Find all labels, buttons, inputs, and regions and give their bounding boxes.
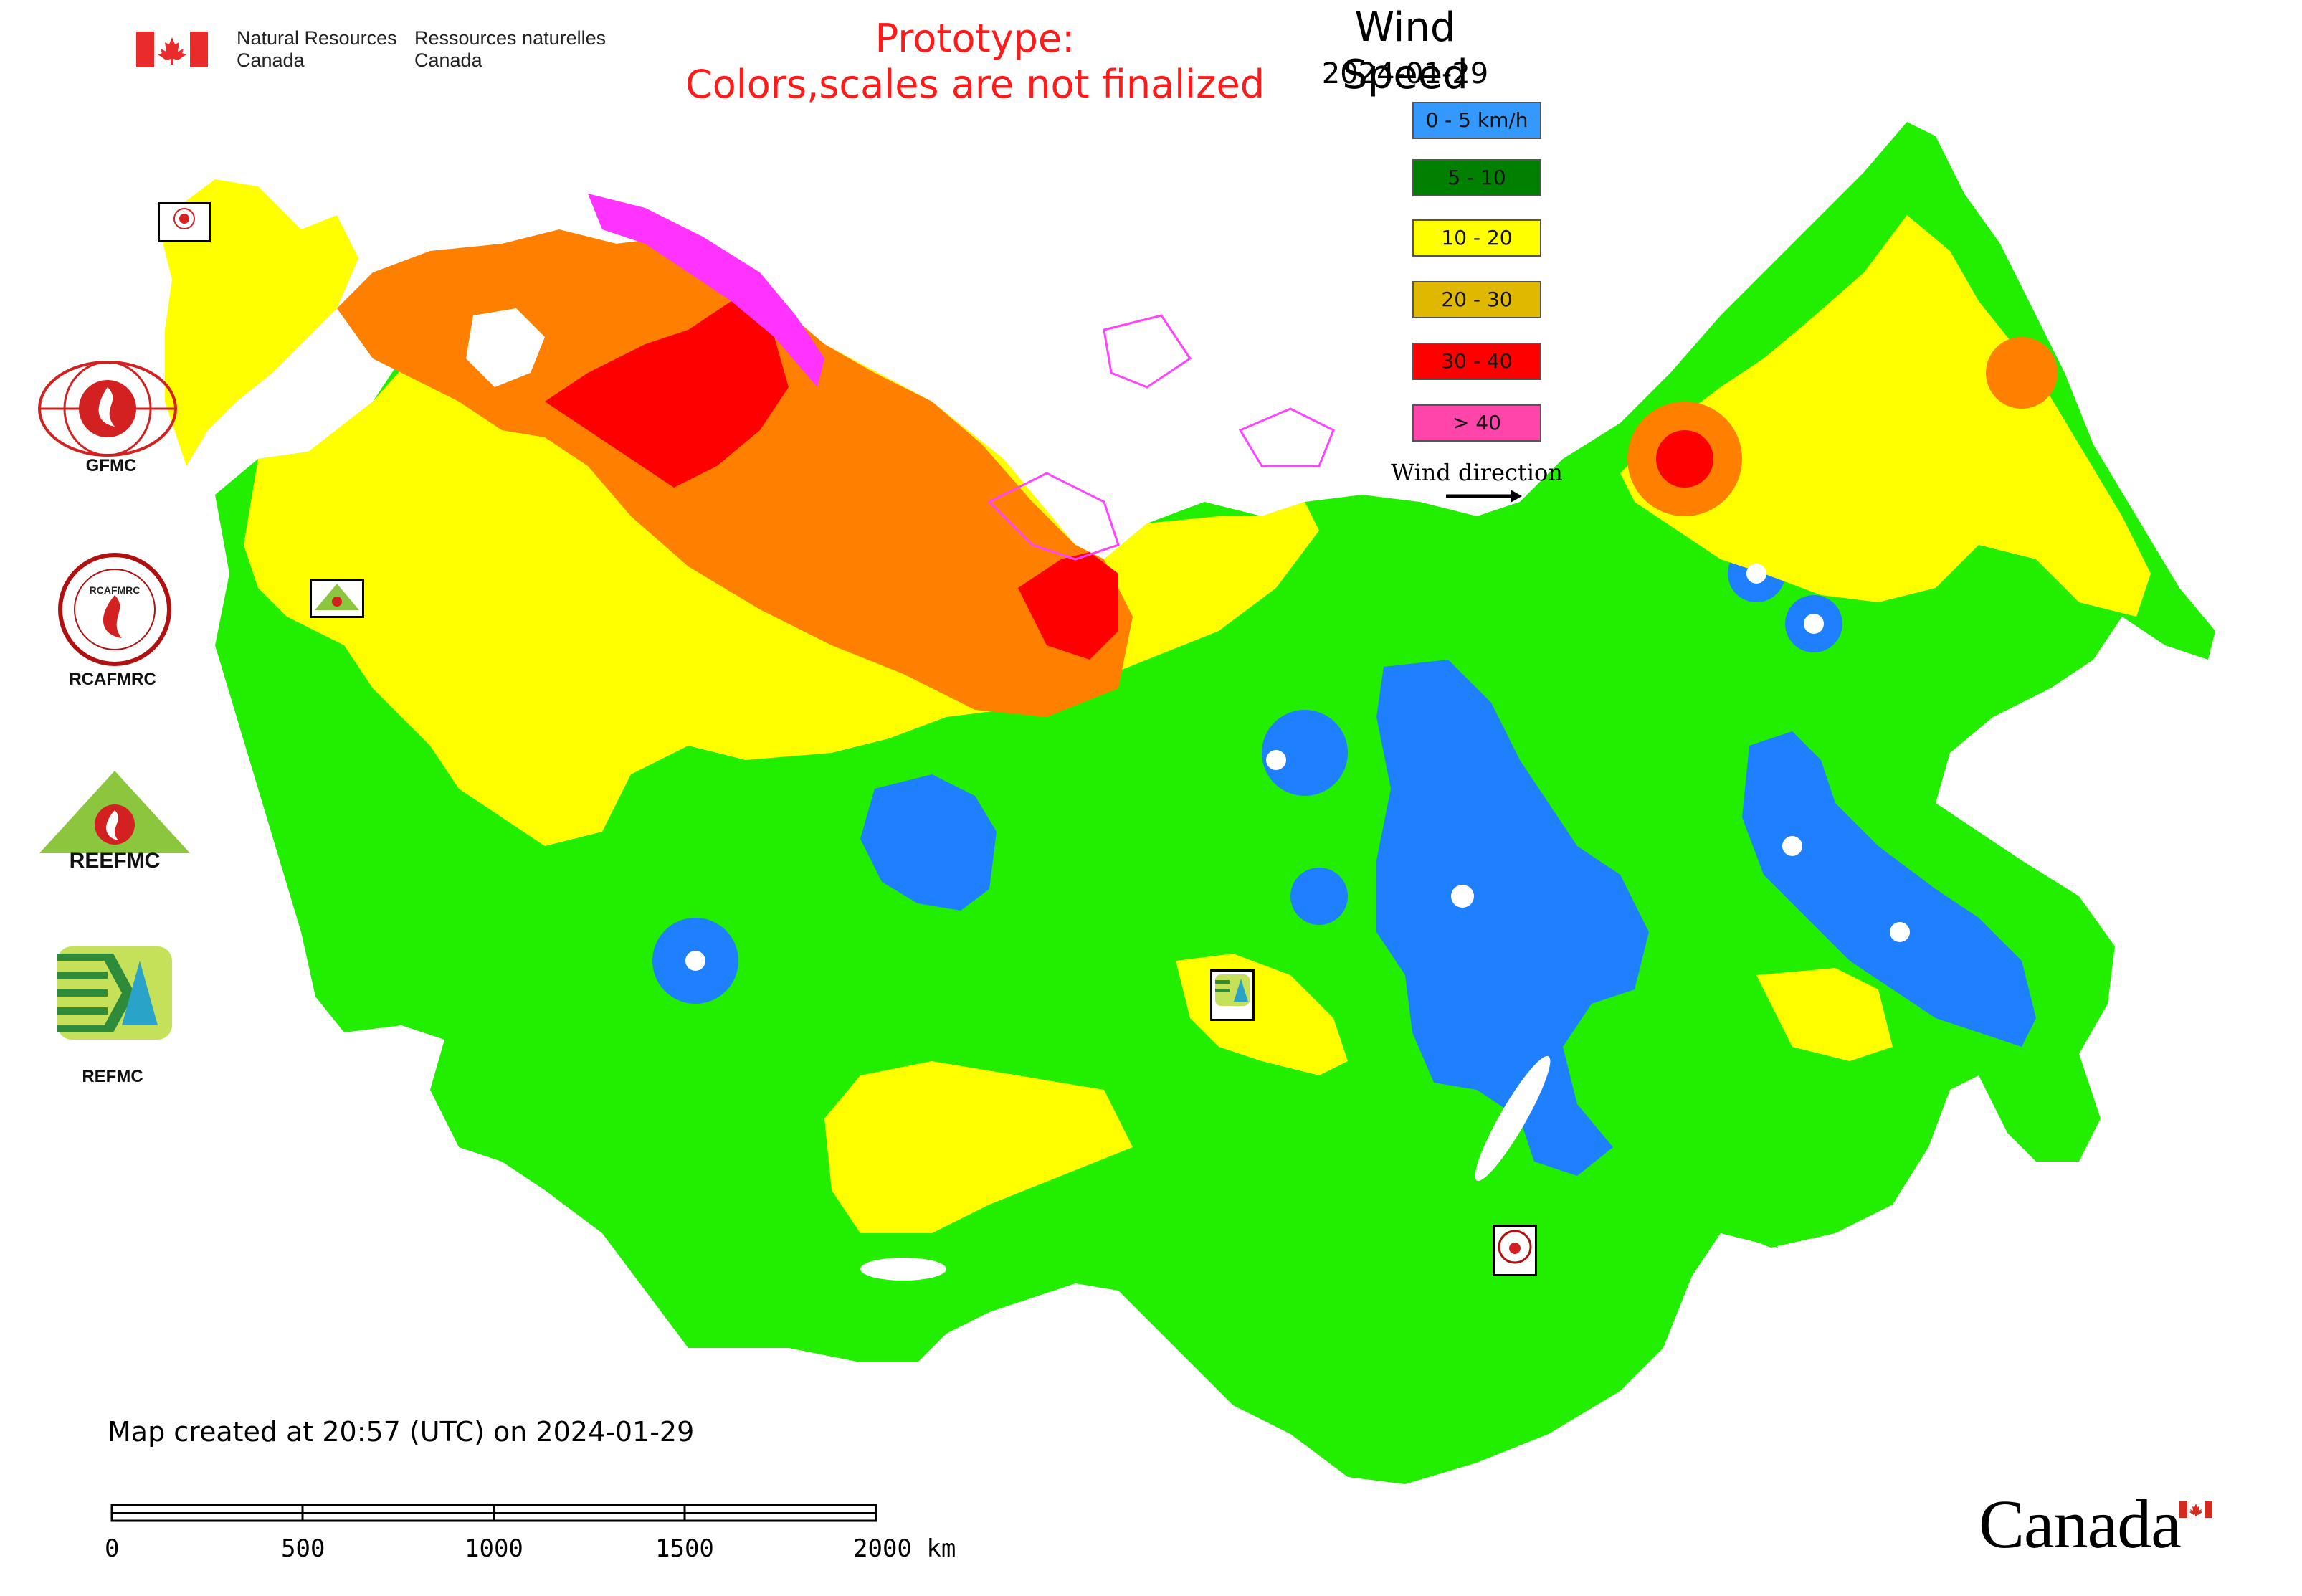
lake-balkhash xyxy=(860,1258,946,1281)
svg-text:REEFMC: REEFMC xyxy=(70,849,161,873)
legend-item: 5 - 10 xyxy=(1412,159,1541,196)
zone-blue-4 xyxy=(1262,710,1348,796)
map-created-timestamp: Map created at 20:57 (UTC) on 2024-01-29 xyxy=(108,1416,695,1448)
canada-wordmark-flag-icon xyxy=(2179,1501,2212,1518)
zone-orange-3 xyxy=(1986,337,2058,409)
scale-label-1000: 1000 xyxy=(465,1534,523,1563)
scale-label-0: 0 xyxy=(105,1534,120,1563)
severnaya-zemlya xyxy=(1238,407,1335,467)
gfmc-label: GFMC xyxy=(85,456,137,475)
legend-item: 20 - 30 xyxy=(1412,281,1541,318)
scale-label-500: 500 xyxy=(281,1534,325,1563)
legend-item: 0 - 5 km/h xyxy=(1412,102,1541,139)
zone-blue-central xyxy=(1376,660,1649,1176)
zone-red xyxy=(545,301,789,488)
zone-yellow-kazakh xyxy=(824,1061,1133,1233)
zone-yellow-amur xyxy=(1756,968,1893,1061)
reefmc-logo: REEFMC xyxy=(39,771,190,873)
gfmc-logo xyxy=(38,361,177,457)
white-sea xyxy=(466,308,545,387)
zone-red-3 xyxy=(1656,430,1713,488)
zone-yellow-east xyxy=(1620,215,2151,617)
svg-text:RCAFMRC: RCAFMRC xyxy=(90,584,141,596)
zone-blue-5 xyxy=(1290,868,1348,925)
gfmc-map-marker[interactable] xyxy=(158,202,211,242)
lake-baikal xyxy=(1475,1055,1551,1182)
zone-blue-east xyxy=(1742,731,2036,1047)
zone-extreme xyxy=(588,194,824,387)
scale-label-1500: 1500 xyxy=(655,1534,714,1563)
rcafmrc-map-marker[interactable] xyxy=(1493,1225,1537,1276)
canada-flag-icon xyxy=(136,32,208,67)
canada-wordmark: Canada xyxy=(1979,1486,2182,1562)
scandinavia xyxy=(158,179,358,466)
novaya-zemlya xyxy=(987,472,1120,561)
refmc-map-marker[interactable] xyxy=(1210,969,1255,1021)
rcafmrc-logo: RCAFMRC xyxy=(58,553,171,666)
wind-direction-label: Wind direction xyxy=(1391,459,1563,486)
department-name-en: Natural Resources Canada xyxy=(237,27,397,71)
scale-label-2000: 2000 km xyxy=(853,1534,956,1563)
legend-item: 10 - 20 xyxy=(1412,219,1541,257)
prototype-notice: Prototype: Colors,scales are not finaliz… xyxy=(685,16,1265,107)
rcafmrc-label: RCAFMRC xyxy=(69,670,156,689)
map-title: Wind Speed xyxy=(1342,4,1468,98)
zone-blue-west xyxy=(860,774,997,911)
department-name-fr: Ressources naturelles Canada xyxy=(414,27,607,71)
legend-item: > 40 xyxy=(1412,404,1541,442)
refmc-label: REFMC xyxy=(82,1067,143,1086)
zone-red-2 xyxy=(1018,552,1118,660)
map-date: 2024-01-29 xyxy=(1321,57,1489,90)
scale-bar xyxy=(110,1504,877,1522)
reefmc-map-marker[interactable] xyxy=(310,579,364,618)
wind-direction-arrow-icon xyxy=(1446,490,1522,503)
svalbard xyxy=(1103,314,1192,389)
refmc-logo xyxy=(57,946,172,1040)
legend-item: 30 - 40 xyxy=(1412,343,1541,380)
